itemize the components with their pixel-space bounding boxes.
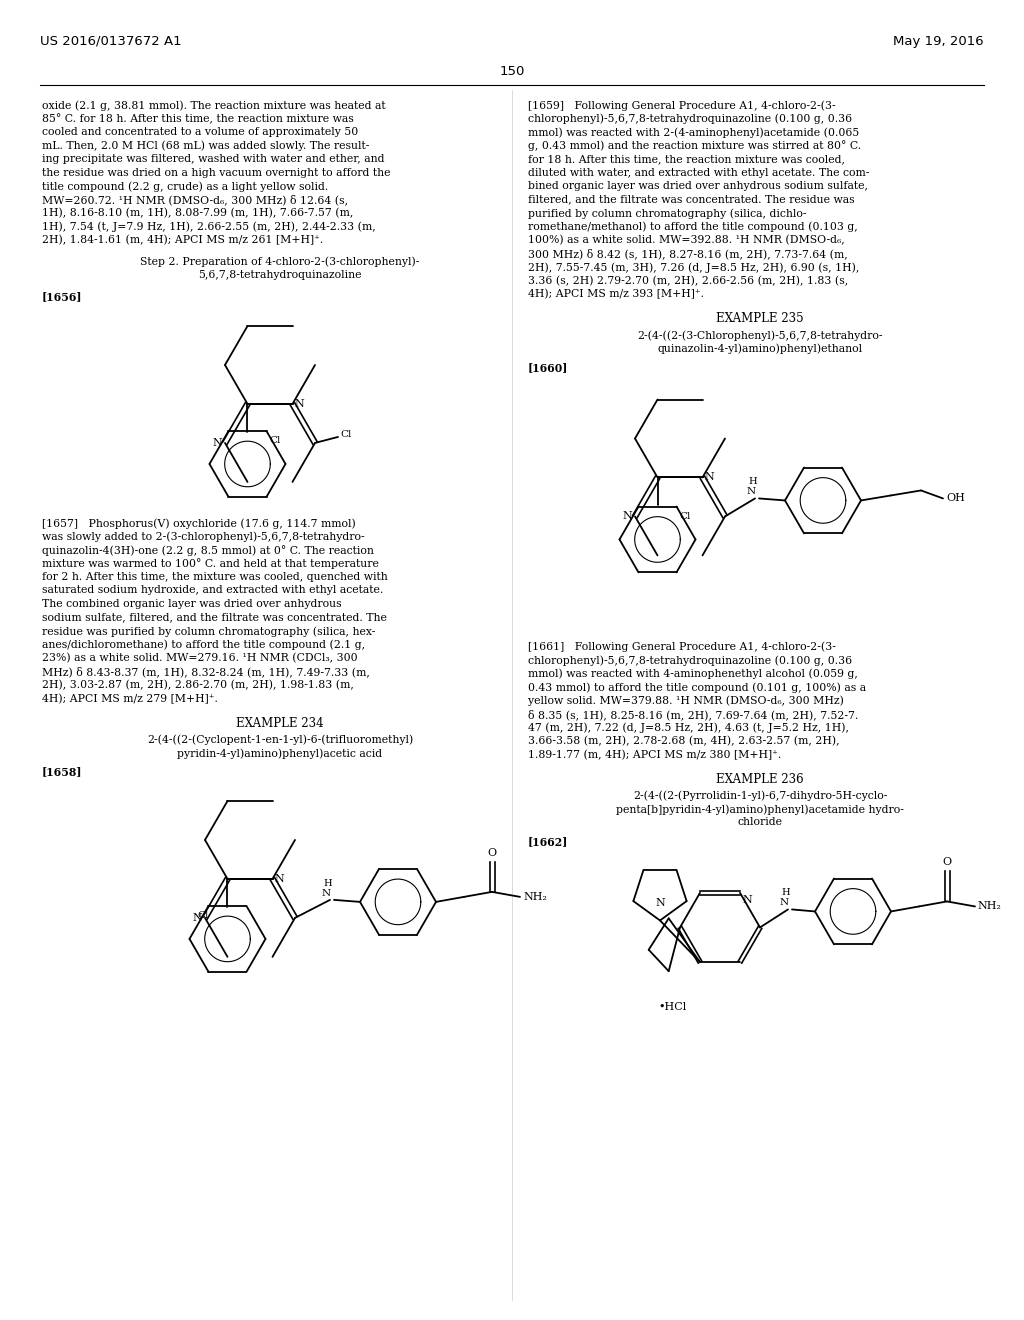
Text: 2H), 1.84-1.61 (m, 4H); APCI MS m/z 261 [M+H]⁺.: 2H), 1.84-1.61 (m, 4H); APCI MS m/z 261 … [42,235,324,246]
Text: 23%) as a white solid. MW=279.16. ¹H NMR (CDCl₃, 300: 23%) as a white solid. MW=279.16. ¹H NMR… [42,653,357,663]
Text: bined organic layer was dried over anhydrous sodium sulfate,: bined organic layer was dried over anhyd… [528,181,868,191]
Text: N: N [274,874,285,884]
Text: 100%) as a white solid. MW=392.88. ¹H NMR (DMSO-d₆,: 100%) as a white solid. MW=392.88. ¹H NM… [528,235,845,246]
Text: [1656]: [1656] [42,292,83,302]
Text: 1H), 7.54 (t, J=7.9 Hz, 1H), 2.66-2.55 (m, 2H), 2.44-2.33 (m,: 1H), 7.54 (t, J=7.9 Hz, 1H), 2.66-2.55 (… [42,222,376,232]
Text: [1659]   Following General Procedure A1, 4-chloro-2-(3-: [1659] Following General Procedure A1, 4… [528,100,836,111]
Text: H: H [781,888,791,898]
Text: quinazolin-4-yl)amino)phenyl)ethanol: quinazolin-4-yl)amino)phenyl)ethanol [657,343,862,354]
Text: The combined organic layer was dried over anhydrous: The combined organic layer was dried ove… [42,599,342,609]
Text: Cl: Cl [198,911,209,920]
Text: N: N [655,899,665,908]
Text: yellow solid. MW=379.88. ¹H NMR (DMSO-d₆, 300 MHz): yellow solid. MW=379.88. ¹H NMR (DMSO-d₆… [528,696,844,706]
Text: Cl: Cl [680,512,691,520]
Text: chloride: chloride [737,817,782,828]
Text: mmol) was reacted with 2-(4-aminophenyl)acetamide (0.065: mmol) was reacted with 2-(4-aminophenyl)… [528,127,859,137]
Text: for 2 h. After this time, the mixture was cooled, quenched with: for 2 h. After this time, the mixture wa… [42,572,388,582]
Text: [1658]: [1658] [42,767,83,777]
Text: 1H), 8.16-8.10 (m, 1H), 8.08-7.99 (m, 1H), 7.66-7.57 (m,: 1H), 8.16-8.10 (m, 1H), 8.08-7.99 (m, 1H… [42,209,353,218]
Text: mL. Then, 2.0 M HCl (68 mL) was added slowly. The result-: mL. Then, 2.0 M HCl (68 mL) was added sl… [42,140,370,150]
Text: N: N [705,473,715,483]
Text: mixture was warmed to 100° C. and held at that temperature: mixture was warmed to 100° C. and held a… [42,558,379,569]
Text: romethane/methanol) to afford the title compound (0.103 g,: romethane/methanol) to afford the title … [528,222,858,232]
Text: 150: 150 [500,65,524,78]
Text: [1657]   Phosphorus(V) oxychloride (17.6 g, 114.7 mmol): [1657] Phosphorus(V) oxychloride (17.6 g… [42,517,355,528]
Text: 2H), 7.55-7.45 (m, 3H), 7.26 (d, J=8.5 Hz, 2H), 6.90 (s, 1H),: 2H), 7.55-7.45 (m, 3H), 7.26 (d, J=8.5 H… [528,261,859,272]
Text: sodium sulfate, filtered, and the filtrate was concentrated. The: sodium sulfate, filtered, and the filtra… [42,612,387,623]
Text: the residue was dried on a high vacuum overnight to afford the: the residue was dried on a high vacuum o… [42,168,390,177]
Text: chlorophenyl)-5,6,7,8-tetrahydroquinazoline (0.100 g, 0.36: chlorophenyl)-5,6,7,8-tetrahydroquinazol… [528,655,852,665]
Text: N: N [623,511,632,521]
Text: N: N [193,913,202,923]
Text: N: N [746,487,756,496]
Text: pyridin-4-yl)amino)phenyl)acetic acid: pyridin-4-yl)amino)phenyl)acetic acid [177,748,383,759]
Text: [1661]   Following General Procedure A1, 4-chloro-2-(3-: [1661] Following General Procedure A1, 4… [528,642,836,652]
Text: N: N [295,399,304,409]
Text: MW=260.72. ¹H NMR (DMSO-d₆, 300 MHz) δ 12.64 (s,: MW=260.72. ¹H NMR (DMSO-d₆, 300 MHz) δ 1… [42,194,348,206]
Text: H: H [749,478,758,487]
Text: MHz) δ 8.43-8.37 (m, 1H), 8.32-8.24 (m, 1H), 7.49-7.33 (m,: MHz) δ 8.43-8.37 (m, 1H), 8.32-8.24 (m, … [42,667,370,677]
Text: N: N [779,899,788,907]
Text: 0.43 mmol) to afford the title compound (0.101 g, 100%) as a: 0.43 mmol) to afford the title compound … [528,682,866,693]
Text: title compound (2.2 g, crude) as a light yellow solid.: title compound (2.2 g, crude) as a light… [42,181,329,191]
Text: oxide (2.1 g, 38.81 mmol). The reaction mixture was heated at: oxide (2.1 g, 38.81 mmol). The reaction … [42,100,386,111]
Text: g, 0.43 mmol) and the reaction mixture was stirred at 80° C.: g, 0.43 mmol) and the reaction mixture w… [528,140,861,152]
Text: EXAMPLE 234: EXAMPLE 234 [237,717,324,730]
Text: 300 MHz) δ 8.42 (s, 1H), 8.27-8.16 (m, 2H), 7.73-7.64 (m,: 300 MHz) δ 8.42 (s, 1H), 8.27-8.16 (m, 2… [528,248,848,259]
Text: 3.66-3.58 (m, 2H), 2.78-2.68 (m, 4H), 2.63-2.57 (m, 2H),: 3.66-3.58 (m, 2H), 2.78-2.68 (m, 4H), 2.… [528,737,840,746]
Text: Cl: Cl [269,436,281,445]
Text: penta[b]pyridin-4-yl)amino)phenyl)acetamide hydro-: penta[b]pyridin-4-yl)amino)phenyl)acetam… [616,804,904,814]
Text: May 19, 2016: May 19, 2016 [893,36,984,48]
Text: N: N [212,438,222,447]
Text: 4H); APCI MS m/z 393 [M+H]⁺.: 4H); APCI MS m/z 393 [M+H]⁺. [528,289,705,300]
Text: 4H); APCI MS m/z 279 [M+H]⁺.: 4H); APCI MS m/z 279 [M+H]⁺. [42,693,218,704]
Text: cooled and concentrated to a volume of approximately 50: cooled and concentrated to a volume of a… [42,127,358,137]
Text: 47 (m, 2H), 7.22 (d, J=8.5 Hz, 2H), 4.63 (t, J=5.2 Hz, 1H),: 47 (m, 2H), 7.22 (d, J=8.5 Hz, 2H), 4.63… [528,722,849,733]
Text: H: H [324,879,333,888]
Text: 2-(4-((2-(3-Chlorophenyl)-5,6,7,8-tetrahydro-: 2-(4-((2-(3-Chlorophenyl)-5,6,7,8-tetrah… [637,330,883,341]
Text: O: O [487,847,497,858]
Text: mmol) was reacted with 4-aminophenethyl alcohol (0.059 g,: mmol) was reacted with 4-aminophenethyl … [528,668,858,678]
Text: US 2016/0137672 A1: US 2016/0137672 A1 [40,36,181,48]
Text: O: O [942,858,951,867]
Text: [1662]: [1662] [528,836,568,847]
Text: 85° C. for 18 h. After this time, the reaction mixture was: 85° C. for 18 h. After this time, the re… [42,114,353,124]
Text: [1660]: [1660] [528,362,568,374]
Text: quinazolin-4(3H)-one (2.2 g, 8.5 mmol) at 0° C. The reaction: quinazolin-4(3H)-one (2.2 g, 8.5 mmol) a… [42,545,374,556]
Text: EXAMPLE 235: EXAMPLE 235 [716,313,804,326]
Text: 2-(4-((2-(Cyclopent-1-en-1-yl)-6-(trifluoromethyl): 2-(4-((2-(Cyclopent-1-en-1-yl)-6-(triflu… [146,734,413,744]
Text: was slowly added to 2-(3-chlorophenyl)-5,6,7,8-tetrahydro-: was slowly added to 2-(3-chlorophenyl)-5… [42,532,365,543]
Text: purified by column chromatography (silica, dichlo-: purified by column chromatography (silic… [528,209,807,219]
Text: diluted with water, and extracted with ethyl acetate. The com-: diluted with water, and extracted with e… [528,168,869,177]
Text: N: N [742,895,752,904]
Text: OH: OH [946,494,965,503]
Text: Cl: Cl [340,430,351,440]
Text: 1.89-1.77 (m, 4H); APCI MS m/z 380 [M+H]⁺.: 1.89-1.77 (m, 4H); APCI MS m/z 380 [M+H]… [528,750,781,760]
Text: anes/dichloromethane) to afford the title compound (2.1 g,: anes/dichloromethane) to afford the titl… [42,639,366,649]
Text: saturated sodium hydroxide, and extracted with ethyl acetate.: saturated sodium hydroxide, and extracte… [42,586,383,595]
Text: 3.36 (s, 2H) 2.79-2.70 (m, 2H), 2.66-2.56 (m, 2H), 1.83 (s,: 3.36 (s, 2H) 2.79-2.70 (m, 2H), 2.66-2.5… [528,276,848,286]
Text: 5,6,7,8-tetrahydroquinazoline: 5,6,7,8-tetrahydroquinazoline [199,271,361,280]
Text: for 18 h. After this time, the reaction mixture was cooled,: for 18 h. After this time, the reaction … [528,154,845,164]
Text: filtered, and the filtrate was concentrated. The residue was: filtered, and the filtrate was concentra… [528,194,855,205]
Text: δ 8.35 (s, 1H), 8.25-8.16 (m, 2H), 7.69-7.64 (m, 2H), 7.52-7.: δ 8.35 (s, 1H), 8.25-8.16 (m, 2H), 7.69-… [528,709,858,719]
Text: 2-(4-((2-(Pyrrolidin-1-yl)-6,7-dihydro-5H-cyclo-: 2-(4-((2-(Pyrrolidin-1-yl)-6,7-dihydro-5… [633,791,887,801]
Text: EXAMPLE 236: EXAMPLE 236 [716,774,804,785]
Text: N: N [322,888,331,898]
Text: NH₂: NH₂ [977,902,1000,911]
Text: ing precipitate was filtered, washed with water and ether, and: ing precipitate was filtered, washed wit… [42,154,384,164]
Text: chlorophenyl)-5,6,7,8-tetrahydroquinazoline (0.100 g, 0.36: chlorophenyl)-5,6,7,8-tetrahydroquinazol… [528,114,852,124]
Text: 2H), 3.03-2.87 (m, 2H), 2.86-2.70 (m, 2H), 1.98-1.83 (m,: 2H), 3.03-2.87 (m, 2H), 2.86-2.70 (m, 2H… [42,680,354,690]
Text: •HCl: •HCl [658,1002,686,1012]
Text: NH₂: NH₂ [523,892,547,902]
Text: residue was purified by column chromatography (silica, hex-: residue was purified by column chromatog… [42,626,376,636]
Text: Step 2. Preparation of 4-chloro-2-(3-chlorophenyl)-: Step 2. Preparation of 4-chloro-2-(3-chl… [140,256,420,267]
